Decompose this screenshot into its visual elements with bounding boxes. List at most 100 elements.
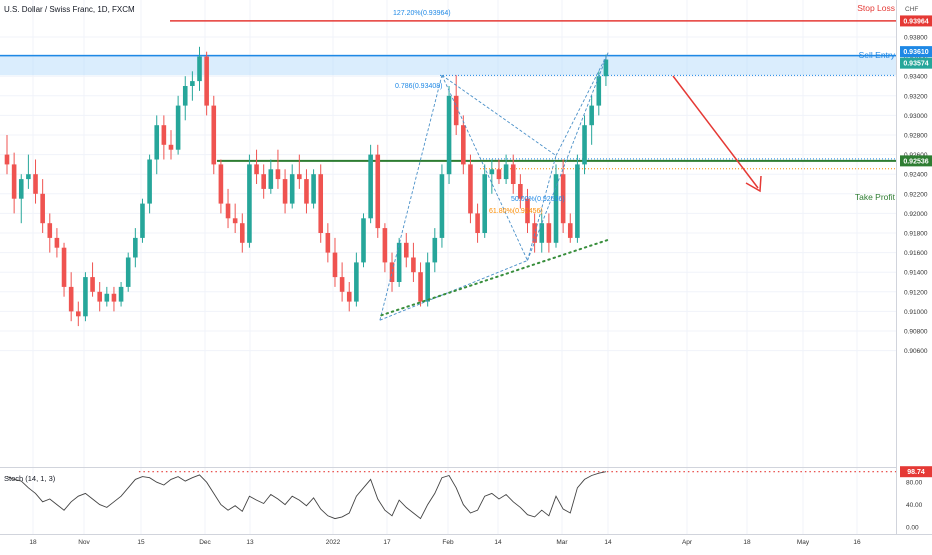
candle-body bbox=[346, 291, 352, 302]
candle-body bbox=[354, 262, 359, 302]
stop-loss-price-tag bbox=[900, 15, 932, 27]
candle-body bbox=[582, 125, 587, 165]
candle-body bbox=[496, 169, 502, 180]
take-profit-label: Take Profit bbox=[855, 192, 896, 202]
candle-body bbox=[40, 193, 45, 224]
candle-body bbox=[225, 203, 231, 219]
candle-body bbox=[54, 237, 60, 248]
date-tick-label: 17 bbox=[383, 539, 391, 546]
candle-body bbox=[439, 174, 445, 238]
candle-body bbox=[482, 174, 488, 233]
current-price-tag bbox=[900, 57, 932, 69]
date-tick-label: 16 bbox=[853, 539, 861, 546]
price-tick-label: 0.93800 bbox=[904, 35, 928, 42]
pattern-leg bbox=[441, 74, 557, 156]
pattern-leg bbox=[527, 52, 609, 261]
candle-body bbox=[261, 174, 266, 189]
candle-body bbox=[396, 242, 402, 282]
candle-body bbox=[318, 174, 324, 233]
candle-body bbox=[175, 105, 181, 150]
price-tick-label: 0.93000 bbox=[904, 113, 928, 120]
candle-body bbox=[182, 86, 188, 106]
price-tick-label: 0.93200 bbox=[904, 93, 928, 100]
candle-body bbox=[197, 56, 202, 82]
sell-entry-zone[interactable] bbox=[0, 54, 896, 76]
date-tick-label: Apr bbox=[682, 539, 693, 546]
sell-direction-arrow-line bbox=[672, 75, 759, 189]
price-tick-label: 0.93400 bbox=[904, 74, 928, 81]
stoch-tick-label: 40.00 bbox=[906, 502, 923, 509]
candle-body bbox=[368, 154, 373, 219]
candle-body bbox=[275, 169, 281, 180]
candle-body bbox=[503, 164, 509, 180]
candle-body bbox=[26, 174, 31, 180]
fib-786-label: 0.786(0.93408) bbox=[395, 83, 442, 90]
candle-body bbox=[289, 174, 295, 204]
candle-body bbox=[332, 252, 338, 278]
harmonic-pattern[interactable] bbox=[379, 52, 609, 321]
date-tick-label: Nov bbox=[78, 539, 90, 546]
pattern-leg bbox=[379, 260, 528, 321]
price-tick-label: 0.91400 bbox=[904, 270, 928, 277]
price-tick-label: 0.91200 bbox=[904, 289, 928, 296]
sell-entry-price: 0.93610 bbox=[903, 49, 928, 56]
candle-body bbox=[546, 223, 552, 243]
arrow-head-icon bbox=[745, 175, 762, 193]
price-tick-label: 0.91600 bbox=[904, 250, 928, 257]
candle-body bbox=[539, 223, 545, 243]
candle-body bbox=[111, 293, 117, 302]
candle-body bbox=[147, 159, 152, 204]
price-tick-label: 0.91000 bbox=[904, 309, 928, 316]
candle-body bbox=[468, 164, 473, 214]
take-profit-price: 0.92536 bbox=[903, 158, 928, 165]
candle-body bbox=[11, 164, 17, 199]
candle-body bbox=[510, 164, 516, 184]
date-tick-label: 13 bbox=[246, 539, 254, 546]
date-tick-label: 2022 bbox=[326, 539, 341, 546]
stoch-value: 98.74 bbox=[907, 469, 925, 476]
candle-body bbox=[489, 169, 495, 175]
date-tick-label: 18 bbox=[743, 539, 751, 546]
take-profit-price-tag bbox=[900, 155, 932, 167]
candle-body bbox=[18, 179, 24, 199]
candle-body bbox=[567, 223, 573, 238]
candle-body bbox=[211, 105, 217, 165]
candle-body bbox=[375, 154, 381, 229]
date-tick-label: 18 bbox=[29, 539, 37, 546]
price-tick-label: 0.91800 bbox=[904, 231, 928, 238]
candle-body bbox=[33, 174, 38, 194]
stoch-value-tag bbox=[900, 466, 932, 478]
date-tick-label: 14 bbox=[604, 539, 612, 546]
candle-body bbox=[389, 262, 395, 282]
fib-618-label: 61.80%(0.92456) bbox=[489, 208, 543, 215]
candle-body bbox=[525, 198, 530, 224]
candle-body bbox=[453, 95, 459, 126]
candle-body bbox=[90, 277, 95, 292]
price-tick-label: 0.90800 bbox=[904, 329, 928, 336]
stoch-tick-label: 0.00 bbox=[906, 525, 919, 532]
candle-body bbox=[518, 184, 523, 199]
support-trendline[interactable] bbox=[380, 238, 610, 317]
price-tick-label: 0.93600 bbox=[904, 54, 928, 61]
stoch-title: Stoch (14, 1, 3) bbox=[4, 474, 56, 483]
candle-body bbox=[575, 164, 580, 238]
candle-body bbox=[461, 125, 466, 165]
candle-body bbox=[596, 76, 602, 106]
stop-loss-label: Stop Loss bbox=[857, 3, 895, 13]
pattern-leg bbox=[379, 75, 443, 321]
candle-body bbox=[61, 247, 67, 287]
candle-body bbox=[140, 203, 145, 238]
price-tick-label: 0.90600 bbox=[904, 348, 928, 355]
candle-body bbox=[47, 223, 53, 238]
price-tick-label: 0.92400 bbox=[904, 172, 928, 179]
candle-body bbox=[118, 286, 124, 302]
candle-body bbox=[339, 277, 345, 292]
candle-body bbox=[68, 286, 74, 312]
date-axis[interactable]: 18 Nov 15 Dec 13 2022 17 Feb 14 Mar 14 Apr 18 May 16 bbox=[29, 539, 861, 546]
candle-body bbox=[133, 237, 138, 258]
candle-body bbox=[282, 179, 288, 204]
candle-body bbox=[361, 218, 366, 263]
candle-body bbox=[560, 174, 566, 224]
